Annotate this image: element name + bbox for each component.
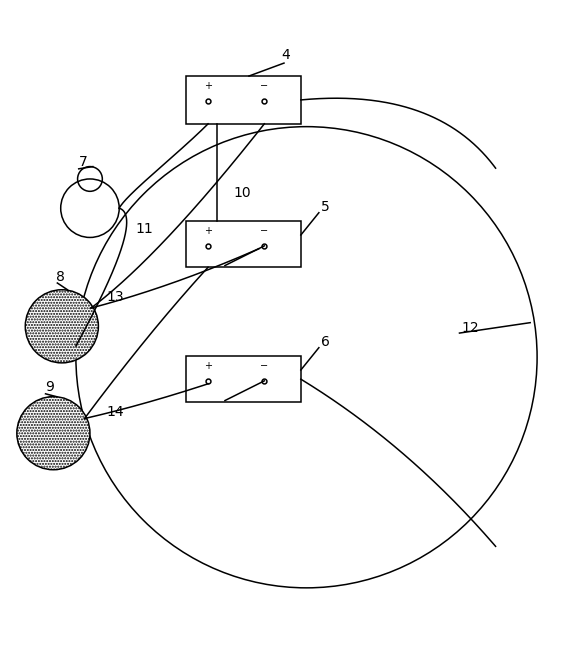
Text: 5: 5 xyxy=(320,200,329,214)
Text: 11: 11 xyxy=(135,223,153,236)
Text: 9: 9 xyxy=(45,380,54,394)
Text: −: − xyxy=(260,361,268,371)
Text: +: + xyxy=(204,226,212,236)
Text: 4: 4 xyxy=(281,48,290,62)
Text: 8: 8 xyxy=(56,270,65,284)
Text: 13: 13 xyxy=(107,290,124,304)
Text: +: + xyxy=(204,361,212,371)
Text: 6: 6 xyxy=(320,334,329,349)
Text: 7: 7 xyxy=(79,155,87,169)
Text: 12: 12 xyxy=(461,321,479,334)
Text: 14: 14 xyxy=(107,405,124,419)
Bar xyxy=(186,221,301,267)
Bar xyxy=(186,356,301,402)
Circle shape xyxy=(17,397,90,470)
Bar xyxy=(186,76,301,124)
Text: +: + xyxy=(204,82,212,91)
Text: −: − xyxy=(260,82,268,91)
Circle shape xyxy=(25,290,98,363)
Text: 10: 10 xyxy=(233,186,251,200)
Text: −: − xyxy=(260,226,268,236)
